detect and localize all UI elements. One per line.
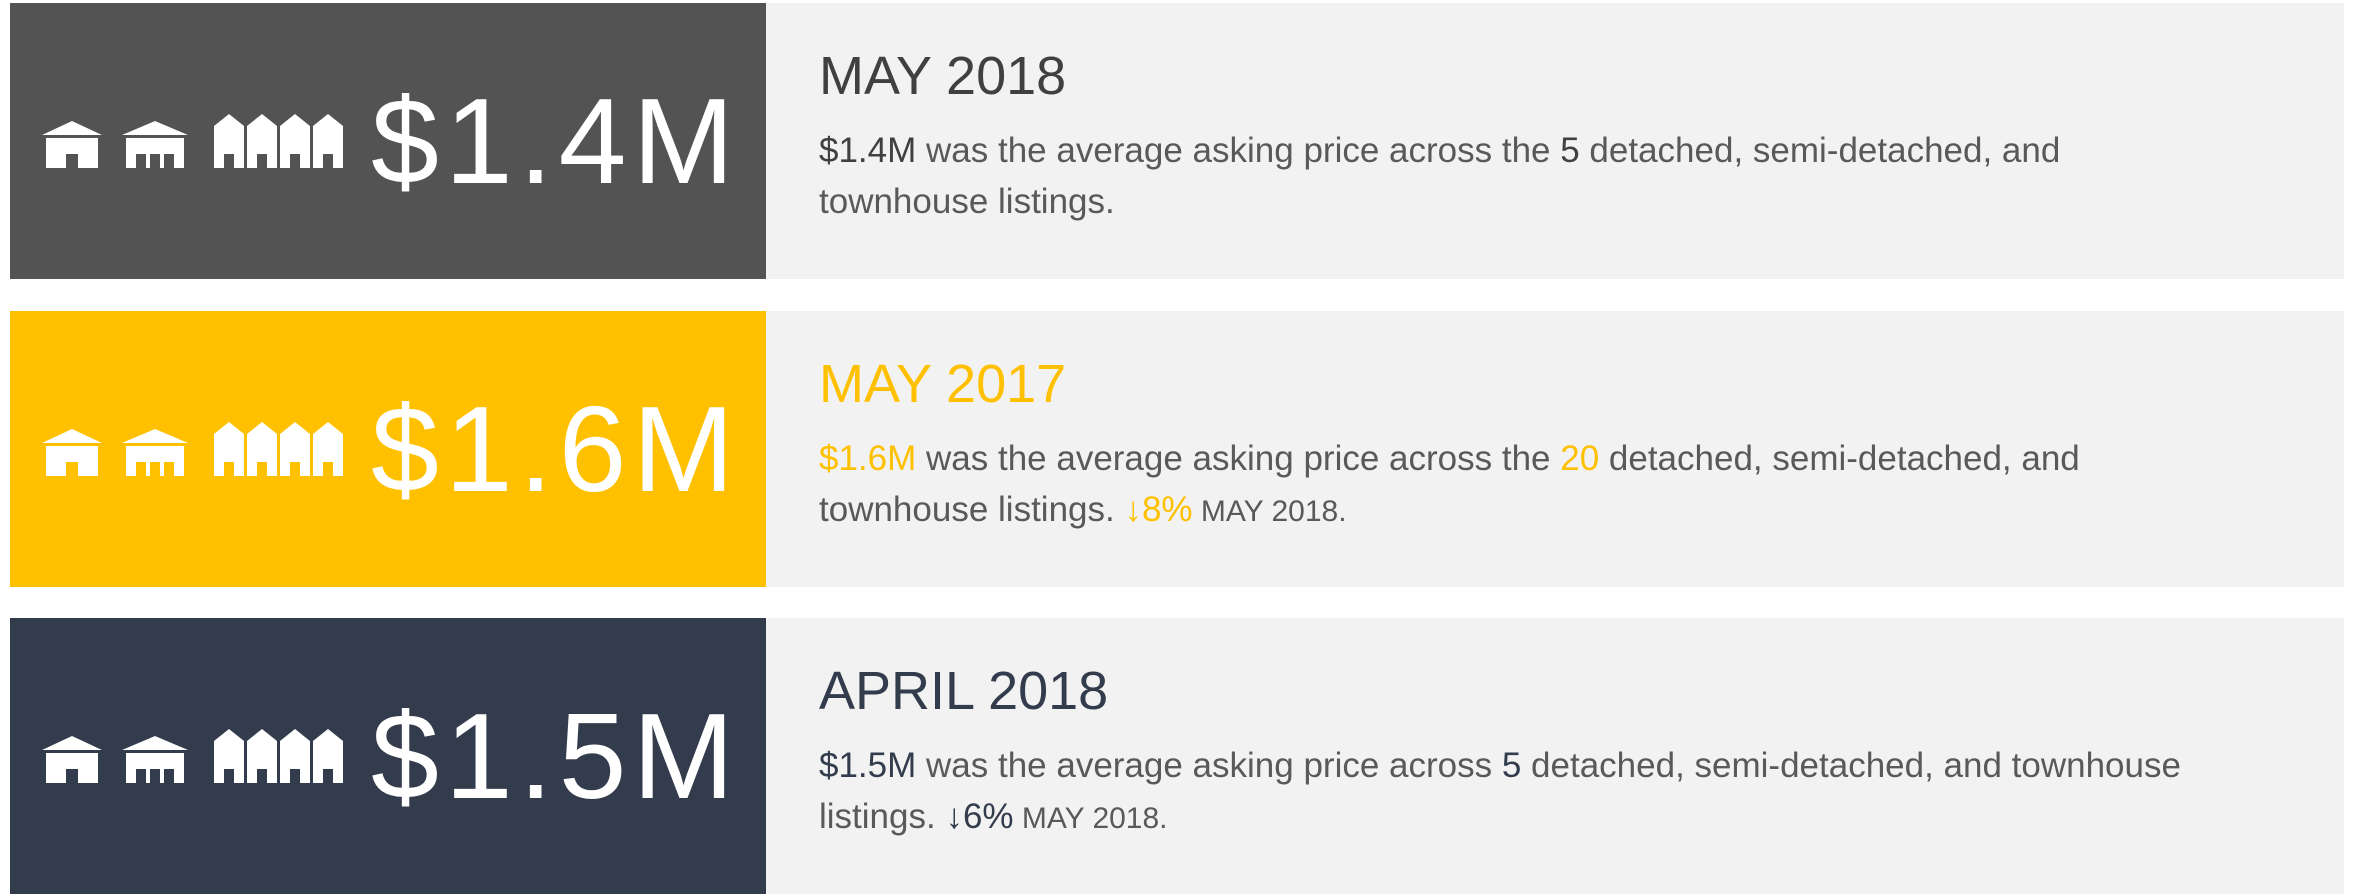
price: $1.4M <box>371 73 741 209</box>
description-text: MAY 2018. <box>1013 802 1168 835</box>
highlight-text: 20 <box>1560 439 1600 478</box>
highlight-text: 5 <box>1501 746 1522 785</box>
description-text: was the average asking price across the <box>916 131 1561 170</box>
detail-panel: MAY 2018 $1.4M was the average asking pr… <box>766 3 2344 279</box>
highlight-text: $1.6M <box>819 439 917 478</box>
highlight-text: $1.5M <box>819 746 917 785</box>
highlight-text: ↓8% <box>1124 490 1193 529</box>
summary-card: $1.4M MAY 2018 $1.4M was the average ask… <box>10 3 2344 279</box>
description-text: was the average asking price across the <box>916 439 1561 478</box>
detail-panel: APRIL 2018 $1.5M was the average asking … <box>766 618 2344 894</box>
description: $1.5M was the average asking price acros… <box>819 740 2219 844</box>
summary-card: $1.5M APRIL 2018 $1.5M was the average a… <box>10 618 2344 894</box>
description-text: detached, semi-detached, and townhouse l… <box>819 131 2061 221</box>
price-panel: $1.5M <box>10 618 766 894</box>
description-text: was the average asking price across <box>916 746 1502 785</box>
description-text: detached, semi-detached, and townhouse l… <box>819 746 2181 836</box>
summary-card: $1.6M MAY 2017 $1.6M was the average ask… <box>10 311 2344 587</box>
price: $1.5M <box>371 688 741 824</box>
price: $1.6M <box>371 381 741 517</box>
highlight-text: $1.4M <box>819 131 917 170</box>
detail-panel: MAY 2017 $1.6M was the average asking pr… <box>766 311 2344 587</box>
house-icons <box>42 729 343 783</box>
period: APRIL 2018 <box>819 661 1109 721</box>
period: MAY 2018 <box>819 46 1067 106</box>
highlight-text: 5 <box>1560 131 1580 170</box>
description: $1.4M was the average asking price acros… <box>819 125 2219 227</box>
house-icons <box>42 114 343 168</box>
price-panel: $1.4M <box>10 3 766 279</box>
description-text: MAY 2018. <box>1192 495 1347 528</box>
period: MAY 2017 <box>819 354 1067 414</box>
description-text: detached, semi-detached, and townhouse l… <box>819 439 2080 529</box>
highlight-text: ↓6% <box>945 797 1014 836</box>
price-panel: $1.6M <box>10 311 766 587</box>
description: $1.6M was the average asking price acros… <box>819 433 2219 537</box>
house-icons <box>42 422 343 476</box>
